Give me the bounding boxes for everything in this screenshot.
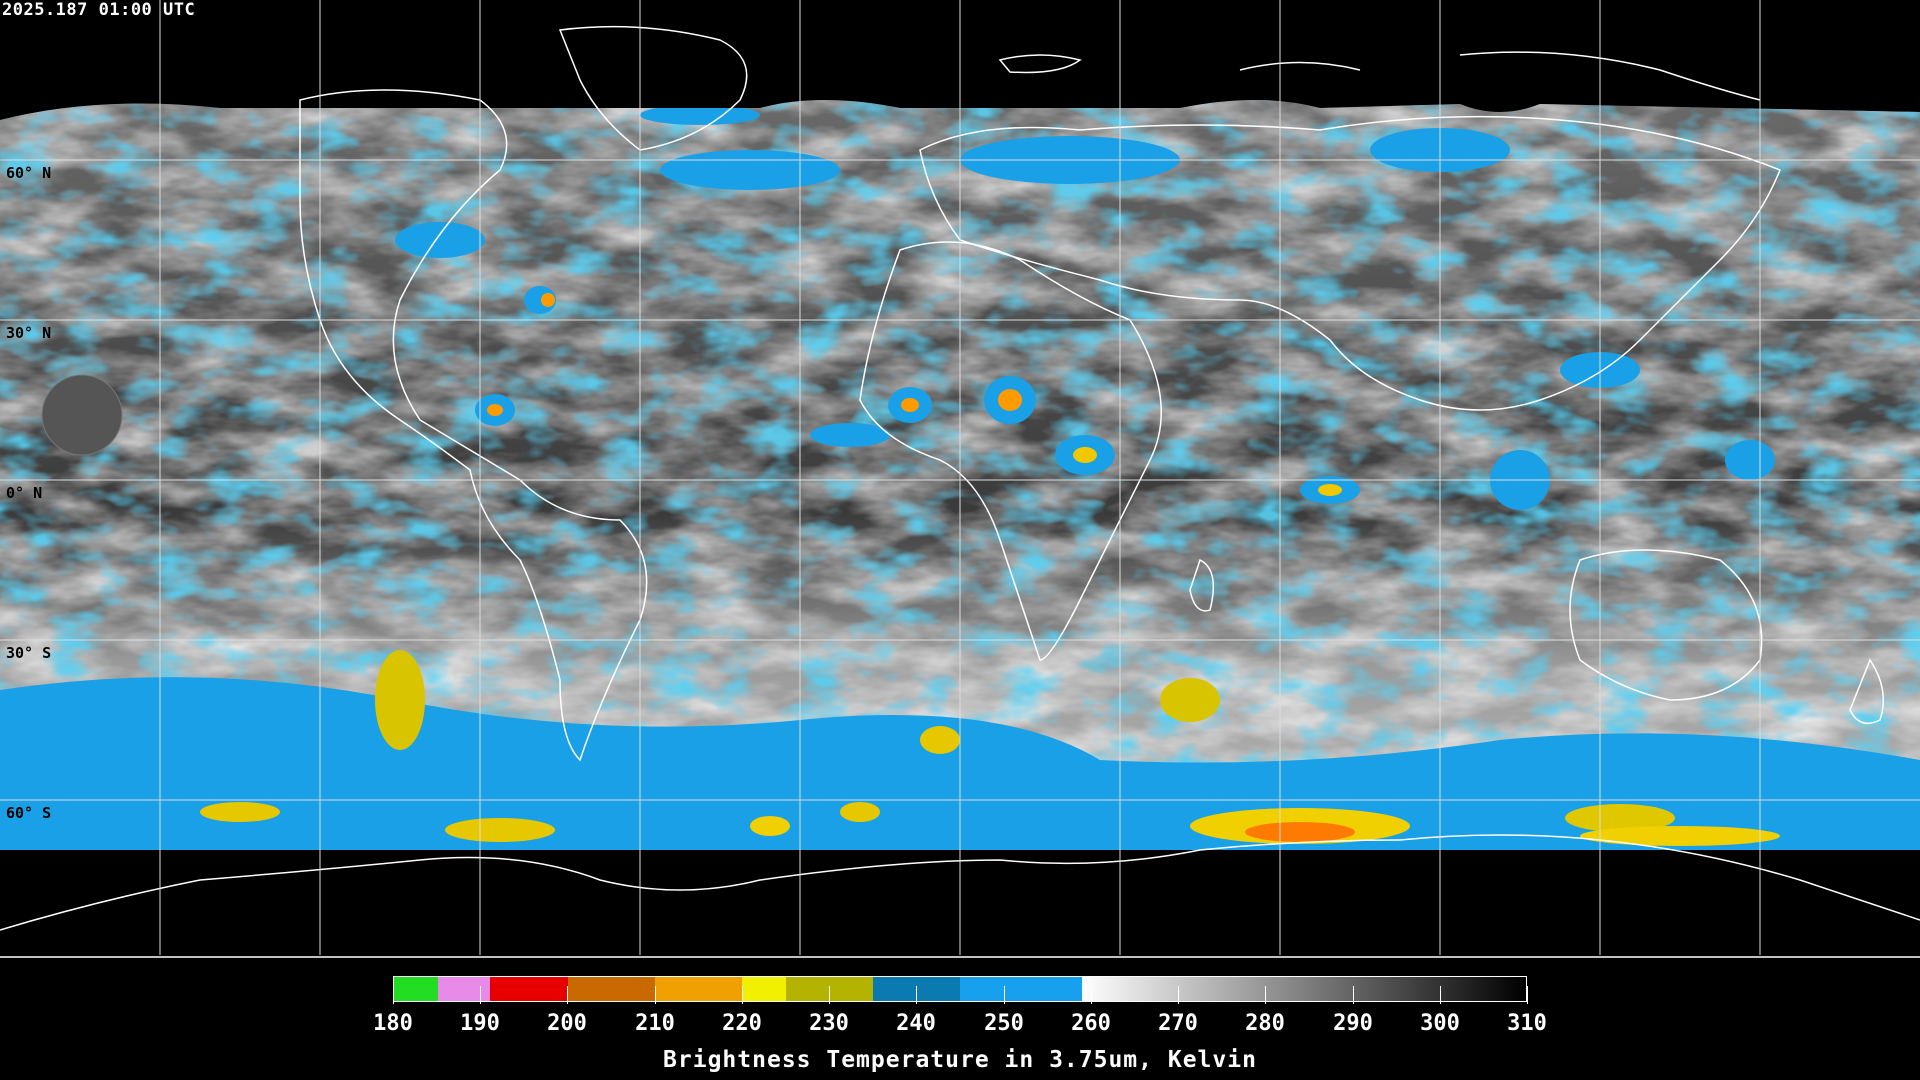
colorbar-tick-label: 270	[1158, 1011, 1198, 1036]
colorbar-tick-label: 220	[722, 1011, 762, 1036]
colorbar-tick-mark	[742, 986, 743, 1004]
colorbar-tick-label: 180	[373, 1011, 413, 1036]
lat-label-30n: 30° N	[6, 324, 52, 342]
colorbar-tick-mark	[916, 986, 917, 1004]
colorbar-tick-mark	[1353, 986, 1354, 1004]
colorbar-segment	[437, 977, 490, 1001]
colorbar-tick-label: 240	[896, 1011, 936, 1036]
colorbar-segment	[742, 977, 786, 1001]
colorbar-segment	[394, 977, 438, 1001]
colorbar-tick-label: 310	[1507, 1011, 1547, 1036]
colorbar-title: Brightness Temperature in 3.75um, Kelvin	[663, 1047, 1257, 1073]
latlon-grid	[0, 0, 1920, 955]
colorbar-tick-label: 280	[1245, 1011, 1285, 1036]
colorbar-tick-mark	[1265, 986, 1266, 1004]
colorbar-segment	[489, 977, 569, 1001]
satellite-map: 2025.187 01:00 UTC 60° N 30° N 0° N 30° …	[0, 0, 1920, 958]
colorbar-tick-label: 260	[1071, 1011, 1111, 1036]
colorbar-tick-mark	[480, 986, 481, 1004]
colorbar	[393, 976, 1527, 1002]
ir-imagery	[0, 0, 1920, 958]
lat-label-0n: 0° N	[6, 484, 43, 502]
colorbar-tick-label: 230	[809, 1011, 849, 1036]
colorbar-tick-mark	[1178, 986, 1179, 1004]
colorbar-segment	[568, 977, 656, 1001]
colorbar-tick-mark	[655, 986, 656, 1004]
coastlines	[0, 25, 1920, 931]
colorbar-tick-label: 210	[635, 1011, 675, 1036]
colorbar-tick-label: 250	[984, 1011, 1024, 1036]
colorbar-segment	[655, 977, 743, 1001]
colorbar-tick-mark	[1440, 986, 1441, 1004]
colorbar-tick-label: 300	[1420, 1011, 1460, 1036]
colorbar-tick-label: 290	[1333, 1011, 1373, 1036]
colorbar-tick-mark	[1004, 986, 1005, 1004]
lat-label-60n: 60° N	[6, 164, 52, 182]
colorbar-tick-label: 190	[460, 1011, 500, 1036]
colorbar-tick-mark	[829, 986, 830, 1004]
lat-label-30s: 30° S	[6, 644, 52, 662]
colorbar-tick-mark	[393, 986, 394, 1004]
lat-label-60s: 60° S	[6, 804, 52, 822]
colorbar-tick-mark	[1527, 986, 1528, 1004]
colorbar-tick-mark	[1091, 986, 1092, 1004]
colorbar-tick-label: 200	[547, 1011, 587, 1036]
colorbar-segment	[1081, 977, 1526, 1001]
colorbar-tick-mark	[567, 986, 568, 1004]
very-cold-patches	[200, 650, 1780, 846]
colorbar-segment	[959, 977, 1082, 1001]
timestamp: 2025.187 01:00 UTC	[2, 0, 196, 20]
